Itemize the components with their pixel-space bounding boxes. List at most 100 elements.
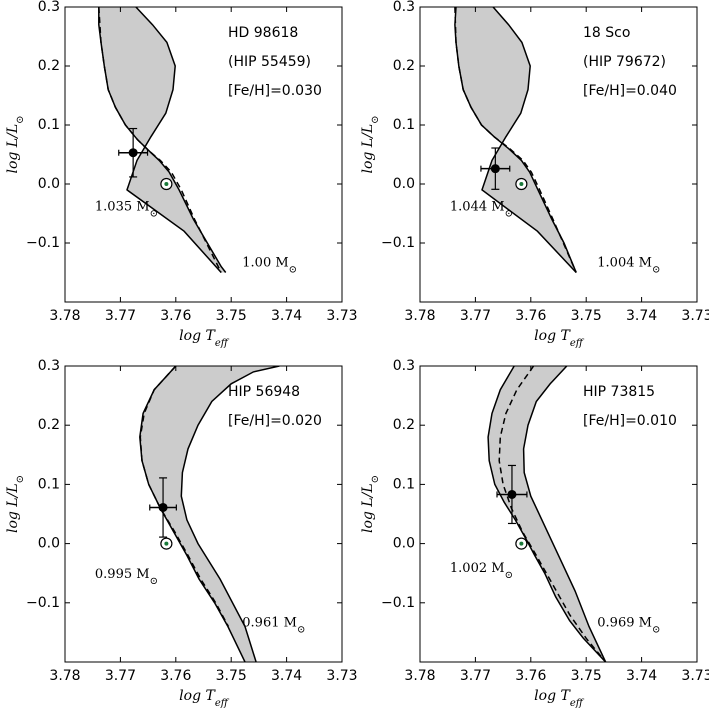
track-line-high-mass <box>487 366 607 662</box>
y-tick-label: 0.2 <box>393 417 415 433</box>
panel-plot-area <box>487 366 607 662</box>
x-tick-label: 3.73 <box>326 668 357 684</box>
track-line-low-mass <box>481 7 577 274</box>
x-tick-label: 3.74 <box>271 668 302 684</box>
y-tick-label: 0.3 <box>38 0 60 15</box>
panel-plot-area <box>139 366 280 662</box>
y-tick-label: 0.2 <box>38 417 60 433</box>
y-axis-label-subscript: ⊙ <box>370 115 381 123</box>
track-band <box>98 7 226 273</box>
mass-label-sun-symbol: ⊙ <box>652 624 660 635</box>
panel-info-line: 18 Sco <box>583 25 630 41</box>
y-axis-label: log L/L⊙ <box>5 115 26 173</box>
panel-frame <box>419 6 698 303</box>
panel-info-line: (HIP 55459) <box>228 54 311 70</box>
panel-info-line: (HIP 79672) <box>583 54 666 70</box>
mass-label-low: 0.961 M⊙ <box>242 615 305 635</box>
x-tick-label: 3.76 <box>160 308 191 324</box>
panel-info-line: [Fe/H]=0.030 <box>228 83 322 99</box>
x-tick-label: 3.77 <box>460 308 491 324</box>
y-tick-label: 0.0 <box>393 176 415 192</box>
sun-marker-center <box>164 541 169 546</box>
sun-marker-center <box>519 182 524 186</box>
x-tick-label: 3.75 <box>571 308 602 324</box>
x-tick-label: 3.74 <box>626 668 657 684</box>
track-line-low-mass <box>180 366 280 662</box>
chart-panel: 3.78 3.77 3.76 3.75 3.74 3.73 0.3 0.2 0.1 0.0 −0.1… <box>5 358 358 708</box>
y-tick-label: 0.1 <box>393 117 415 133</box>
x-axis-label: log Teff <box>534 328 585 349</box>
track-line-high-mass <box>454 7 577 273</box>
y-tick-label: 0.2 <box>38 58 60 74</box>
mass-label-high: 1.035 M⊙ <box>95 200 158 220</box>
x-tick-label: 3.76 <box>515 668 546 684</box>
x-tick-label: 3.76 <box>515 308 546 324</box>
x-tick-label: 3.77 <box>105 308 136 324</box>
sun-marker-center <box>164 182 169 186</box>
y-tick-label: 0.2 <box>393 58 415 74</box>
panel-frame <box>64 365 343 663</box>
star-point <box>158 502 168 512</box>
mass-label-sun-symbol: ⊙ <box>150 575 158 586</box>
x-axis-label: log Teff <box>179 688 230 708</box>
chart-panel: 3.78 3.77 3.76 3.75 3.74 3.73 0.3 0.2 0.1 0.0 −0.1… <box>5 0 358 349</box>
mass-label-low: 1.004 M⊙ <box>597 256 660 276</box>
x-tick-label: 3.74 <box>271 308 302 324</box>
y-tick-label: 0.1 <box>38 117 60 133</box>
y-axis-label-subscript: ⊙ <box>15 475 26 483</box>
y-tick-label: 0.3 <box>393 358 415 374</box>
chart-panel: 3.78 3.77 3.76 3.75 3.74 3.73 0.3 0.2 0.1 0.0 −0.1… <box>360 0 709 349</box>
y-axis-label: log L/L⊙ <box>5 475 26 533</box>
y-tick-label: 0.3 <box>393 0 415 15</box>
panel-plot-area <box>454 7 577 274</box>
mass-label-sun-symbol: ⊙ <box>505 570 513 581</box>
y-tick-label: −0.1 <box>381 235 415 251</box>
x-tick-label: 3.74 <box>626 308 657 324</box>
y-tick-label: 0.1 <box>393 476 415 492</box>
y-axis-label: log L/L⊙ <box>360 475 381 533</box>
panel-frame <box>64 6 343 303</box>
mass-label-high: 0.995 M⊙ <box>95 567 158 587</box>
mass-label-sun-symbol: ⊙ <box>150 208 158 219</box>
sun-marker-center <box>519 541 524 546</box>
mass-label-sun-symbol: ⊙ <box>505 208 513 219</box>
y-tick-label: −0.1 <box>26 235 60 251</box>
x-tick-label: 3.75 <box>571 668 602 684</box>
panel-info-line: [Fe/H]=0.010 <box>583 413 677 429</box>
panel-info-line: HIP 56948 <box>228 384 300 400</box>
x-tick-label: 3.78 <box>404 308 435 324</box>
y-tick-label: 0.0 <box>38 536 60 552</box>
x-tick-label: 3.78 <box>404 668 435 684</box>
y-axis-label-subscript: ⊙ <box>370 475 381 483</box>
x-tick-label: 3.76 <box>160 668 191 684</box>
panel-frame <box>419 365 698 663</box>
y-axis-label-subscript: ⊙ <box>15 115 26 123</box>
y-tick-label: 0.3 <box>38 358 60 374</box>
y-tick-label: −0.1 <box>381 595 415 611</box>
panel-plot-area <box>98 7 227 274</box>
track-line-low-mass <box>126 7 222 274</box>
x-tick-label: 3.73 <box>326 308 357 324</box>
panel-info-line: [Fe/H]=0.020 <box>228 413 322 429</box>
chart-panel: 3.78 3.77 3.76 3.75 3.74 3.73 0.3 0.2 0.1 0.0 −0.1… <box>360 358 709 708</box>
track-band <box>139 366 280 662</box>
star-point <box>507 489 517 499</box>
mass-label-high: 1.044 M⊙ <box>450 200 513 220</box>
x-tick-label: 3.78 <box>49 308 80 324</box>
panel-info-line: HD 98618 <box>228 25 298 41</box>
y-tick-label: −0.1 <box>26 595 60 611</box>
track-band <box>454 7 577 273</box>
track-line-low-mass <box>522 366 607 662</box>
mass-label-sun-symbol: ⊙ <box>297 624 305 635</box>
y-tick-label: 0.1 <box>38 476 60 492</box>
x-tick-label: 3.75 <box>216 308 247 324</box>
x-axis-label: log Teff <box>534 688 585 708</box>
track-line-high-mass <box>98 7 227 273</box>
panel-info-line: HIP 73815 <box>583 384 655 400</box>
y-axis-label: log L/L⊙ <box>360 115 381 173</box>
x-tick-label: 3.77 <box>460 668 491 684</box>
x-axis-label-subscript: eff <box>570 338 585 349</box>
y-tick-label: 0.0 <box>38 176 60 192</box>
star-point <box>128 148 138 158</box>
x-axis-label: log Teff <box>179 328 230 349</box>
